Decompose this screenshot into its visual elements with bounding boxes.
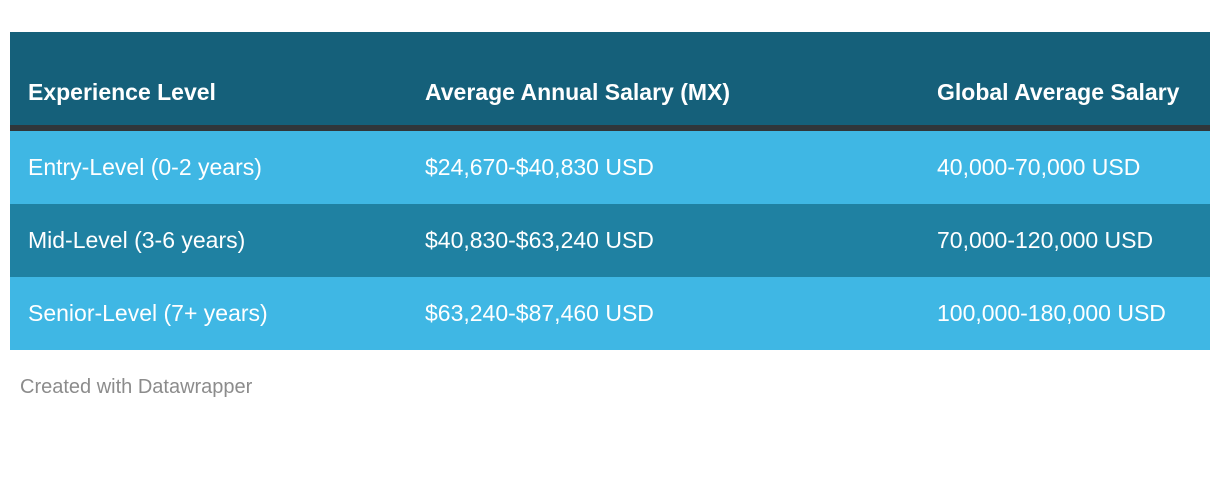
cell-entry-level-label: Entry-Level (0-2 years) — [10, 128, 407, 204]
cell-senior-level-salary-global: 100,000-180,000 USD — [919, 277, 1210, 350]
cell-entry-level-salary-mx: $24,670-$40,830 USD — [407, 128, 919, 204]
cell-mid-level-label: Mid-Level (3-6 years) — [10, 204, 407, 277]
header-cell-experience-level: Experience Level — [10, 32, 407, 131]
table-row-senior-level: Senior-Level (7+ years) $63,240-$87,460 … — [10, 277, 1210, 350]
table-header: Experience Level Average Annual Salary (… — [10, 32, 1210, 131]
header-row: Experience Level Average Annual Salary (… — [10, 32, 1210, 131]
salary-table: Experience Level Average Annual Salary (… — [10, 32, 1210, 350]
cell-senior-level-salary-mx: $63,240-$87,460 USD — [407, 277, 919, 350]
salary-table-container: Experience Level Average Annual Salary (… — [10, 32, 1210, 350]
cell-senior-level-label: Senior-Level (7+ years) — [10, 277, 407, 350]
header-cell-average-annual-salary-mx: Average Annual Salary (MX) — [407, 32, 919, 131]
header-cell-global-average-salary: Global Average Salary — [919, 32, 1210, 131]
table-row-mid-level: Mid-Level (3-6 years) $40,830-$63,240 US… — [10, 204, 1210, 277]
cell-entry-level-salary-global: 40,000-70,000 USD — [919, 128, 1210, 204]
table-body: Entry-Level (0-2 years) $24,670-$40,830 … — [10, 128, 1210, 350]
datawrapper-attribution-link[interactable]: Created with Datawrapper — [20, 376, 253, 398]
table-row-entry-level: Entry-Level (0-2 years) $24,670-$40,830 … — [10, 128, 1210, 204]
cell-mid-level-salary-global: 70,000-120,000 USD — [919, 204, 1210, 277]
cell-mid-level-salary-mx: $40,830-$63,240 USD — [407, 204, 919, 277]
attribution-footer: Created with Datawrapper — [20, 376, 1220, 399]
